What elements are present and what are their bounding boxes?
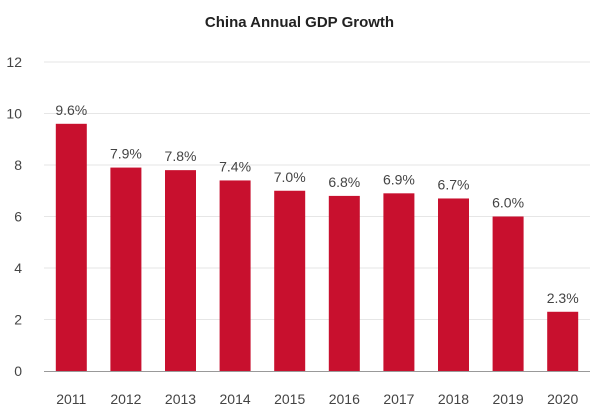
x-axis-ticks: 2011 2012 2013 2014 2015 2016 2017 2018 2019 2020 xyxy=(56,391,578,407)
chart-title: China Annual GDP Growth xyxy=(204,14,395,31)
bar-2017 xyxy=(383,193,415,371)
x-tick-label-2013: 2013 xyxy=(165,391,196,407)
x-tick-label-2011: 2011 xyxy=(56,391,86,407)
y-axis-ticks: 0 2 4 6 8 10 12 xyxy=(6,54,22,379)
x-tick-label-2015: 2015 xyxy=(274,391,305,407)
data-label-2015: 7.0% xyxy=(274,169,306,185)
x-tick-label-2017: 2017 xyxy=(383,391,414,407)
y-tick-label: 12 xyxy=(6,54,22,70)
data-label-2014: 7.4% xyxy=(219,158,251,174)
y-tick-label: 6 xyxy=(14,209,22,225)
x-tick-label-2016: 2016 xyxy=(329,391,360,407)
data-label-2018: 6.7% xyxy=(438,176,470,192)
data-label-2013: 7.8% xyxy=(165,148,197,164)
bar-2012 xyxy=(110,167,142,371)
data-label-2017: 6.9% xyxy=(383,171,415,187)
bar-2014 xyxy=(219,180,251,371)
x-tick-label-2018: 2018 xyxy=(438,391,469,407)
x-tick-label-2014: 2014 xyxy=(220,391,251,407)
data-label-2020: 2.3% xyxy=(547,290,579,306)
x-tick-label-2012: 2012 xyxy=(110,391,141,407)
y-tick-label: 10 xyxy=(6,106,22,122)
y-tick-label: 8 xyxy=(14,157,22,173)
bar-2018 xyxy=(438,198,469,371)
y-tick-label: 0 xyxy=(14,363,22,379)
bar-2019 xyxy=(492,216,524,371)
bar-2015 xyxy=(274,190,306,371)
data-label-2019: 6.0% xyxy=(492,195,524,211)
data-label-2011: 9.6% xyxy=(55,102,87,118)
bar-2016 xyxy=(328,195,360,371)
x-tick-label-2020: 2020 xyxy=(547,391,578,407)
y-tick-label: 2 xyxy=(14,312,22,328)
bar-2011 xyxy=(55,123,87,371)
data-labels: 9.6% 7.9% 7.8% 7.4% 7.0% 6.8% 6.9% 6.7% 6.0% 2.3% xyxy=(55,102,578,306)
data-label-2012: 7.9% xyxy=(110,146,142,162)
bar-2013 xyxy=(165,170,196,371)
data-label-2016: 6.8% xyxy=(328,174,360,190)
bars xyxy=(55,123,579,371)
bar-2020 xyxy=(547,311,579,371)
x-tick-label-2019: 2019 xyxy=(493,391,524,407)
y-tick-label: 4 xyxy=(14,260,22,276)
